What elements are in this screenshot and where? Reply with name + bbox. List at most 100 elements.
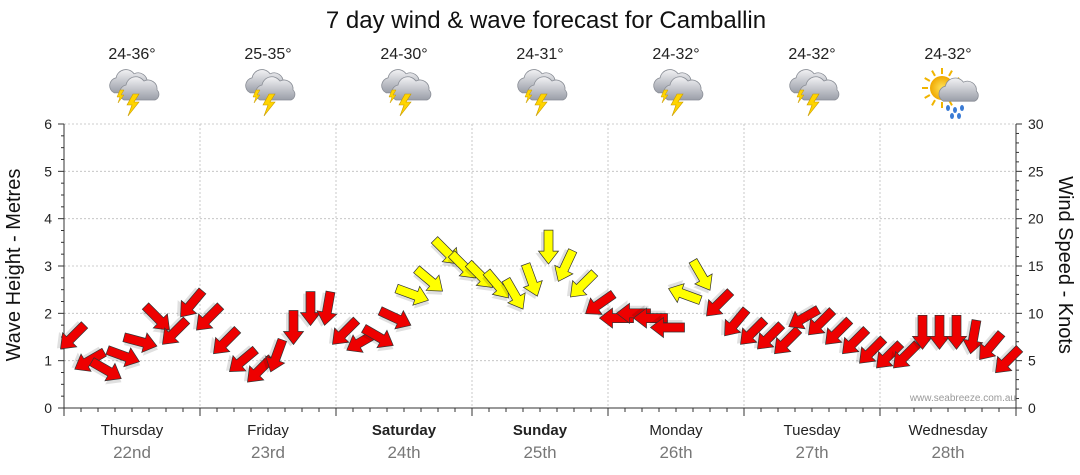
wind-arrow-body [361,324,394,349]
chart-title: 7 day wind & wave forecast for Camballin [326,7,766,34]
lightning-bolt [262,93,276,117]
lightning-bolt [806,93,820,117]
sun-shower-icon [922,68,979,119]
wind-arrow [313,290,338,327]
cloud-shape [527,76,568,101]
wind-arrow-body [105,345,141,368]
wind-arrow-body [537,229,560,265]
thunderstorm-icon [245,69,296,117]
right-tick-label: 25 [1028,163,1044,179]
lightning-bolt [670,93,684,117]
wind-arrow-body [122,332,158,353]
wind-arrow-body [876,340,905,369]
credit-text: www.seabreeze.com.au [909,393,1016,404]
wind-arrow-body [74,347,107,372]
right-tick-label: 0 [1028,400,1036,416]
day-name-label: Monday [649,422,703,439]
cloud-shape [119,76,160,101]
wind-arrow [753,321,786,350]
day-name-label: Saturday [372,422,437,439]
wind-arrow [770,325,803,355]
wind-arrow [361,324,394,352]
wind-arrow [566,268,599,298]
wind-arrow-body [962,319,984,355]
lightning-bolt [534,93,548,117]
wind-arrow [551,248,578,282]
left-tick-label: 4 [44,211,52,227]
wind-arrow [297,291,322,328]
wind-arrow [975,330,1006,360]
day-date-label: 24th [387,443,420,462]
wind-arrow-body [893,340,922,369]
wind-arrow [687,258,713,294]
sun-ray [924,77,931,82]
wind-arrow-body [615,302,651,325]
grid-lines [64,123,1016,408]
cloud-shape [938,77,979,102]
wind-arrow-body [213,326,242,355]
wind-arrow-body [141,302,170,331]
day-date-label: 26th [659,443,692,462]
left-tick-label: 3 [44,258,52,274]
day-name-label: Tuesday [784,422,841,439]
wind-arrow-body [632,307,668,329]
rain-drop [946,105,950,111]
day-name-label: Friday [247,422,289,439]
wind-arrow-body [413,265,443,292]
thunderstorm-icon [653,69,704,117]
wind-arrow [105,345,141,371]
wind-arrow-body [740,316,769,345]
lightning-bolt [796,89,805,104]
wind-arrow [959,319,984,356]
wind-arrow-body [825,316,854,345]
left-tick-label: 1 [44,353,52,369]
wind-arrow [855,335,888,364]
left-tick-label: 6 [44,116,52,132]
wind-arrow-body [501,276,526,310]
wind-arrow [56,321,89,350]
day-name-label: Sunday [513,422,568,439]
wind-arrow-body [859,335,888,364]
wind-arrow [89,357,122,385]
day-date-label: 22nd [113,443,151,462]
wind-arrow [226,345,259,372]
rain-drop [953,107,957,113]
day-date-label: 27th [795,443,828,462]
wind-arrow-body [585,289,617,315]
wind-arrow-body [570,269,599,298]
right-tick-label: 5 [1028,353,1036,369]
wind-arrow-body [995,345,1024,374]
lightning-bolt [126,93,140,117]
wind-arrow [702,287,735,317]
left-tick-label: 2 [44,305,52,321]
wind-arrow-body [979,330,1006,360]
wind-arrow [280,310,305,347]
wind-arrow [667,280,703,305]
wind-arrow-body [229,345,259,372]
wind-arrow [720,306,751,337]
wind-arrow [821,316,854,345]
wind-arrow [736,316,769,345]
wind-arrow-body [316,290,338,326]
day-temp-range: 24-32° [788,46,835,63]
thunderstorm-icon [109,69,160,117]
wind-arrow-body [377,306,412,330]
thunderstorm-icon [517,69,568,117]
day-temp-range: 24-32° [924,46,971,63]
wind-arrow [158,316,191,345]
lightning-bolt [660,89,669,104]
wind-arrow-body [554,248,578,282]
wind-arrow [804,306,837,336]
wind-arrow [909,314,934,352]
day-date-label: 23rd [251,443,285,462]
sun-ray [948,70,953,77]
wind-arrow-body [521,262,543,297]
day-temp-range: 24-32° [652,46,699,63]
wind-arrow [519,262,543,300]
wind-arrow-body [332,316,361,345]
sun-ray [931,99,936,106]
wind-arrow [141,302,170,334]
wind-arrow-body [757,321,786,350]
day-date-label: 25th [523,443,556,462]
